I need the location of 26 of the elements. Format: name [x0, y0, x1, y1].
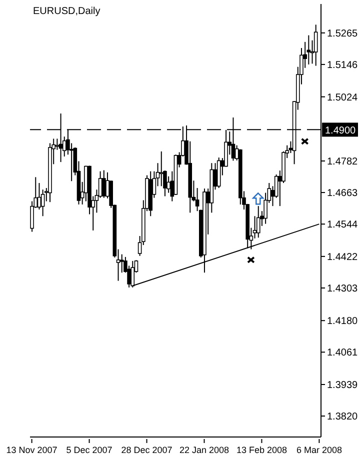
candlestick	[256, 206, 260, 238]
x-tick-label: 28 Dec 2007	[121, 445, 172, 455]
y-tick-label: 1.4422	[327, 252, 358, 263]
chart-title: EURUSD,Daily	[33, 6, 100, 17]
candlestick	[314, 24, 318, 66]
candlestick	[159, 150, 164, 187]
candlestick	[102, 170, 106, 198]
y-tick-label: 1.5024	[327, 92, 358, 104]
y-tick-label: 1.4303	[327, 284, 358, 295]
y-tick-label: 1.4180	[327, 316, 358, 328]
candlestick	[120, 254, 124, 274]
x-tick-label: 5 Dec 2007	[66, 445, 112, 455]
y-tick-label: 1.4544	[327, 220, 358, 231]
y-tick-label: 1.3820	[327, 412, 358, 423]
candlestick	[306, 34, 311, 65]
y-tick-label: 1.4782	[327, 156, 358, 168]
x-tick-label: 13 Nov 2007	[6, 445, 58, 455]
y-tick-label: 1.3939	[327, 380, 358, 392]
x-tick-label: 22 Jan 2008	[179, 445, 230, 455]
y-tick-label: 1.4663	[327, 188, 358, 200]
y-tick-label: 1.5265	[327, 28, 358, 40]
x-tick-label: 6 Mar 2008	[296, 445, 342, 455]
x-tick-label: 13 Feb 2008	[236, 445, 287, 455]
y-tick-label: 1.4061	[327, 348, 358, 359]
ref-line-label: 1.4900	[325, 126, 356, 137]
y-tick-label: 1.5146	[327, 60, 358, 72]
